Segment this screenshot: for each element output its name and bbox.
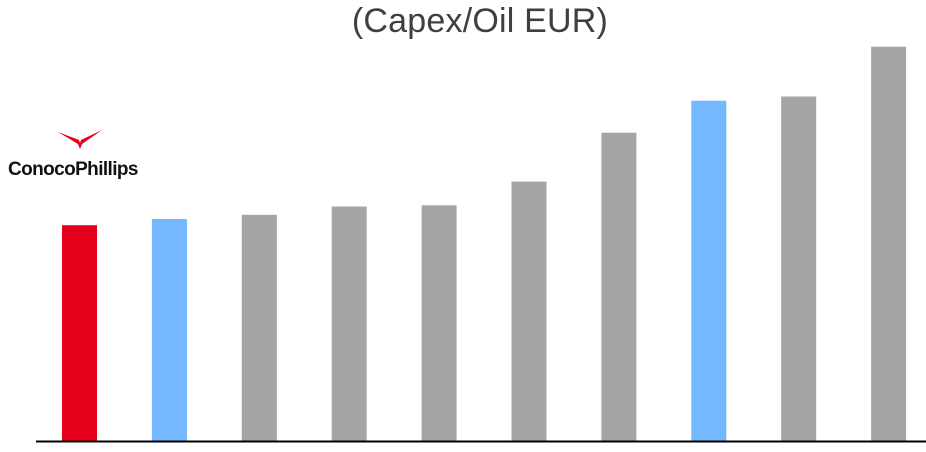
bar-7	[601, 132, 637, 441]
conocophillips-logo: ConocoPhillips	[8, 126, 168, 186]
bar-5	[421, 205, 457, 441]
bar-9	[781, 96, 817, 441]
bar-2	[151, 219, 187, 441]
chart-title: (Capex/Oil EUR)	[351, 2, 609, 40]
conocophillips-logo-icon	[58, 130, 102, 149]
bar-6	[511, 181, 547, 441]
logo-text: ConocoPhillips	[8, 159, 138, 180]
bar-4	[331, 206, 367, 441]
bar-10	[871, 46, 907, 441]
bar-1	[62, 225, 97, 441]
bar-8	[691, 100, 727, 441]
bar-3	[241, 214, 277, 441]
